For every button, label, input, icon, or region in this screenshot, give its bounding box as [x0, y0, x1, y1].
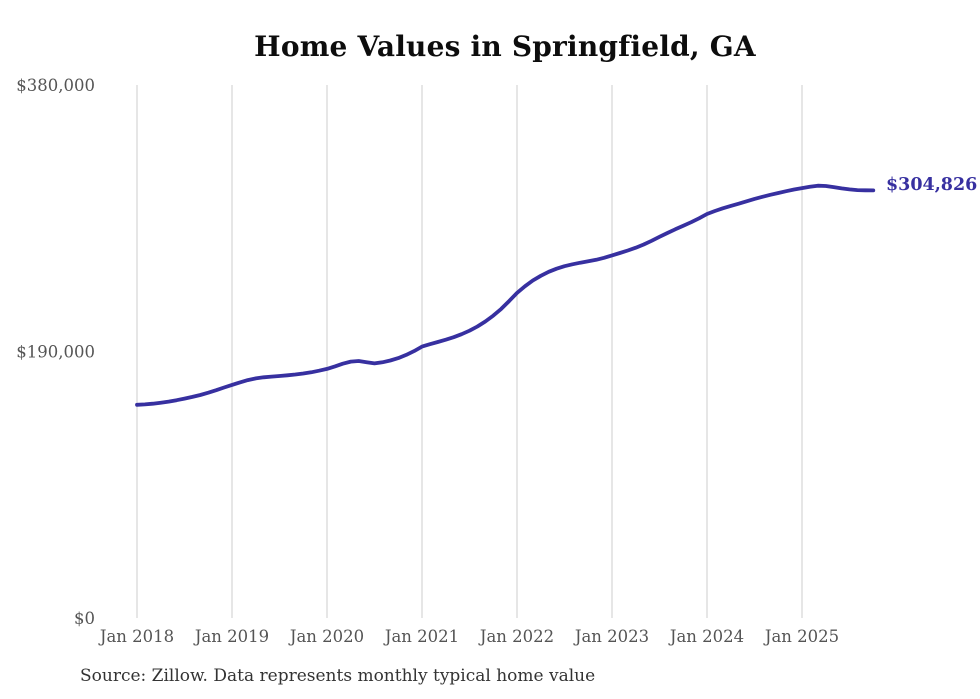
- y-tick-label: $190,000: [16, 343, 95, 362]
- y-tick-label: $0: [74, 609, 95, 628]
- x-tick-label: Jan 2021: [383, 627, 459, 646]
- x-tick-label: Jan 2023: [573, 627, 649, 646]
- y-tick-label: $380,000: [16, 76, 95, 95]
- x-tick-label: Jan 2025: [763, 627, 839, 646]
- chart-title: Home Values in Springfield, GA: [254, 30, 756, 63]
- source-note: Source: Zillow. Data represents monthly …: [80, 666, 596, 686]
- x-tick-label: Jan 2022: [478, 627, 554, 646]
- latest-value-label: $304,826: [886, 175, 978, 195]
- x-tick-label: Jan 2018: [98, 627, 174, 646]
- x-tick-label: Jan 2020: [288, 627, 364, 646]
- x-tick-label: Jan 2024: [668, 627, 744, 646]
- home-value-line: [135, 183, 876, 407]
- x-tick-label: Jan 2019: [193, 627, 269, 646]
